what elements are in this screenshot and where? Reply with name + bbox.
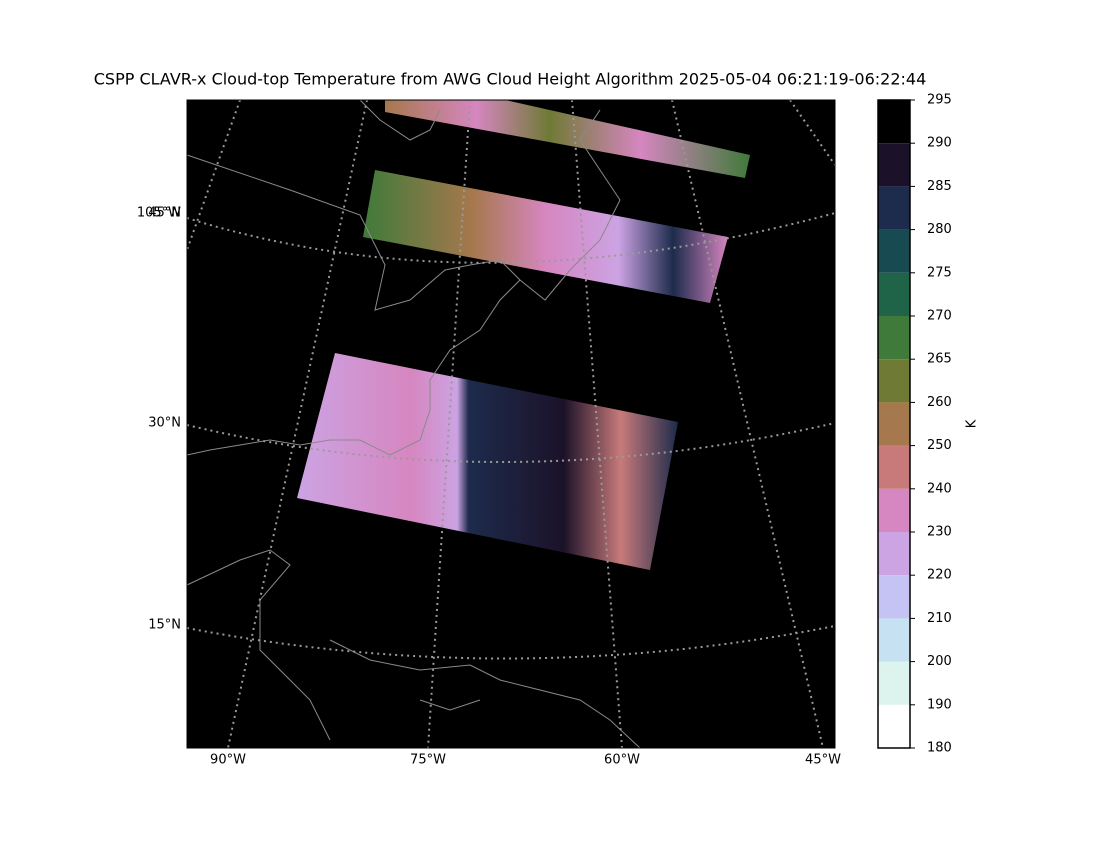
colorbar-segment xyxy=(878,704,910,748)
colorbar-tick-label: 240 xyxy=(927,481,952,496)
colorbar-tick-label: 180 xyxy=(927,741,952,756)
swath xyxy=(385,100,750,178)
colorbar-segment xyxy=(878,229,910,273)
colorbar-tick-label: 285 xyxy=(927,179,952,194)
coastlines xyxy=(186,99,641,749)
colorbar-tick-label: 250 xyxy=(927,438,952,453)
coastline xyxy=(186,279,521,456)
colorbar-tick-label: 295 xyxy=(927,93,952,108)
map-labels: 105°W 45°N 30°N 15°N 90°W 75°W 60°W 45°W xyxy=(137,206,841,768)
parallel xyxy=(186,625,836,660)
parallel xyxy=(186,422,836,463)
lon-label: 90°W xyxy=(210,753,246,768)
colorbar-segment xyxy=(878,316,910,360)
colorbar-tick-label: 200 xyxy=(927,654,952,669)
coastline xyxy=(359,99,441,141)
colorbar-tick-label: 290 xyxy=(927,136,952,151)
lat-label: 15°N xyxy=(148,618,181,633)
colorbar-segment xyxy=(878,661,910,705)
colorbar-segment xyxy=(878,272,910,316)
colorbar-tick-label: 190 xyxy=(927,697,952,712)
swath xyxy=(363,170,728,303)
map-title: CSPP CLAVR-x Cloud-top Temperature from … xyxy=(94,70,927,89)
map-frame xyxy=(186,99,836,749)
colorbar-segment xyxy=(878,186,910,230)
lon-label: 75°W xyxy=(410,753,446,768)
meridian xyxy=(186,99,836,749)
lat-label: 30°N xyxy=(148,416,181,431)
graticule xyxy=(186,99,836,749)
colorbar: K 180 190 200 210 220 230 240 250 260 265 270 275 28… xyxy=(877,93,980,756)
swath xyxy=(297,353,678,570)
lat-label: 45°N xyxy=(148,206,181,221)
colorbar-segment xyxy=(878,359,910,403)
swaths xyxy=(297,100,750,570)
edge-lon-label: 105°W xyxy=(137,206,181,221)
lon-label: 60°W xyxy=(604,753,640,768)
colorbar-tick-label: 230 xyxy=(927,525,952,540)
colorbar-segment xyxy=(878,445,910,489)
colorbar-segment xyxy=(878,618,910,662)
colorbar-segment xyxy=(878,402,910,446)
colorbar-tick-label: 280 xyxy=(927,222,952,237)
parallel xyxy=(186,212,836,264)
colorbar-frame xyxy=(877,99,911,749)
colorbar-segment xyxy=(878,575,910,619)
lon-label: 45°W xyxy=(805,753,841,768)
colorbar-segment xyxy=(878,100,910,144)
colorbar-tick-label: 265 xyxy=(927,352,952,367)
colorbar-tick-label: 270 xyxy=(927,309,952,324)
colorbar-segment xyxy=(878,532,910,576)
colorbar-tick-label: 260 xyxy=(927,395,952,410)
colorbar-tick-label: 210 xyxy=(927,611,952,626)
colorbar-tick-label: 220 xyxy=(927,568,952,583)
colorbar-segment xyxy=(878,143,910,187)
colorbar-label: K xyxy=(965,419,980,428)
coastline xyxy=(186,109,621,311)
colorbar-tick-label: 275 xyxy=(927,265,952,280)
colorbar-segment xyxy=(878,488,910,532)
